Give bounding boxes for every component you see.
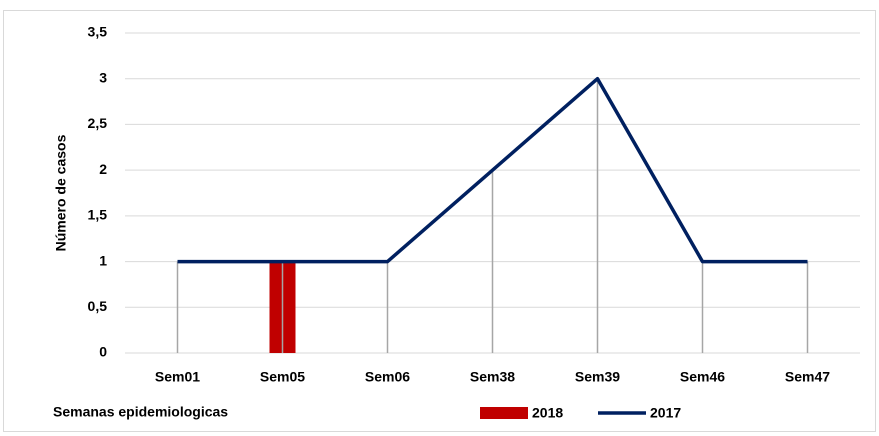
x-axis-title: Semanas epidemiologicas [53, 404, 228, 420]
y-axis-title: Número de casos [53, 134, 69, 251]
y-tick-label: 0 [99, 344, 107, 360]
x-tick-label: Sem06 [365, 369, 410, 385]
x-tick-label: Sem47 [785, 369, 830, 385]
y-tick-label: 3,5 [88, 24, 108, 40]
x-tick-label: Sem46 [680, 369, 725, 385]
x-tick-label: Sem05 [260, 369, 305, 385]
y-tick-label: 1,5 [88, 207, 108, 223]
y-tick-label: 2,5 [88, 115, 108, 131]
x-tick-label: Sem38 [470, 369, 515, 385]
legend-label: 2017 [650, 405, 681, 421]
x-tick-label: Sem01 [155, 369, 200, 385]
legend-label: 2018 [532, 405, 563, 421]
y-tick-label: 0,5 [88, 298, 108, 314]
x-tick-label: Sem39 [575, 369, 620, 385]
line-series [177, 76, 808, 264]
y-tick-label: 3 [99, 69, 107, 85]
chart-frame [3, 10, 876, 432]
legend-swatch [480, 407, 528, 419]
y-tick-label: 2 [99, 161, 107, 177]
y-tick-label: 1 [99, 252, 107, 268]
